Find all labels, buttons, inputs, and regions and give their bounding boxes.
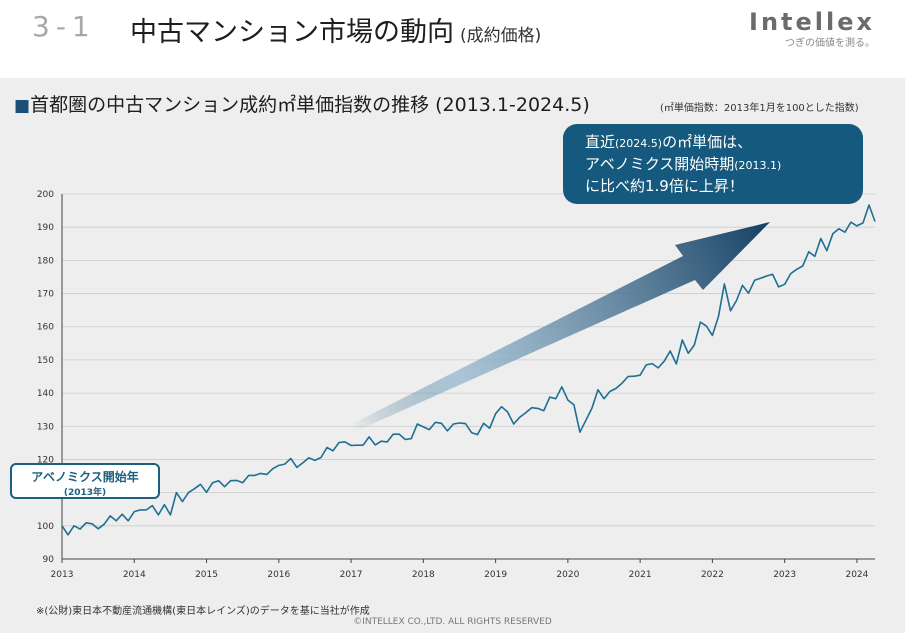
y-tick-label: 100 — [37, 522, 54, 532]
trend-arrow — [350, 222, 770, 432]
y-tick-label: 200 — [37, 190, 54, 200]
y-tick-label: 90 — [43, 555, 55, 565]
series-line-0 — [61, 204, 876, 536]
section-number: 3-1 — [32, 10, 96, 43]
callout-line1-text: 直近 — [585, 133, 616, 151]
y-tick-label: 170 — [37, 290, 54, 300]
x-tick-label: 2017 — [340, 570, 363, 580]
y-tick-label: 190 — [37, 223, 54, 233]
section-title: 中古マンション市場の動向 (成約価格) — [130, 10, 541, 49]
x-tick-label: 2018 — [412, 570, 435, 580]
x-tick-label: 2022 — [701, 570, 724, 580]
copyright: ©INTELLEX CO.,LTD. ALL RIGHTS RESERVED — [353, 617, 552, 627]
y-tick-label: 140 — [37, 389, 54, 399]
x-tick-label: 2021 — [629, 570, 652, 580]
chart-title-text: 首都圏の中古マンション成約㎡単価指数の推移 (2013.1-2024.5) — [30, 94, 590, 116]
x-tick-label: 2023 — [773, 570, 796, 580]
callout-line-1: 直近(2024.5)の㎡単価は、 — [585, 132, 863, 154]
x-tick-label: 2013 — [51, 570, 74, 580]
x-tick-label: 2024 — [845, 570, 868, 580]
callout-line-2: アベノミクス開始時期(2013.1) — [585, 154, 863, 176]
abenomics-label: アベノミクス開始年 — [31, 470, 139, 484]
y-tick-label: 160 — [37, 323, 54, 333]
abenomics-sublabel: (2013年) — [63, 488, 107, 498]
callout-line1-rest: の㎡単価は、 — [662, 133, 753, 151]
y-tick-label: 130 — [37, 422, 54, 432]
x-tick-label: 2014 — [123, 570, 146, 580]
y-tick-label: 180 — [37, 256, 54, 266]
callout-line-3: に比べ約1.9倍に上昇！ — [585, 177, 744, 195]
callout-line2-small: (2013.1) — [734, 159, 782, 172]
abenomics-label-box: アベノミクス開始年 (2013年) — [10, 463, 160, 499]
x-tick-label: 2016 — [267, 570, 290, 580]
chart-note: (㎡単価指数：2013年1月を100とした指数) — [660, 103, 859, 114]
title-square-icon: ■ — [14, 96, 31, 116]
x-tick-label: 2015 — [195, 570, 218, 580]
x-tick-label: 2020 — [556, 570, 579, 580]
logo-text: Intellex — [749, 8, 875, 36]
series-line-group — [61, 204, 876, 536]
section-subtitle: (成約価格) — [460, 26, 542, 46]
logo-tagline: つぎの価値を測る。 — [785, 38, 875, 49]
callout-line1-small: (2024.5) — [615, 137, 663, 150]
section-title-text: 中古マンション市場の動向 — [130, 17, 454, 48]
callout-box: 直近(2024.5)の㎡単価は、 アベノミクス開始時期(2013.1) に比べ約… — [563, 124, 863, 204]
y-tick-label: 120 — [37, 455, 54, 465]
callout-line2-text: アベノミクス開始時期 — [585, 155, 735, 173]
footnote: ※(公財)東日本不動産流通機構(東日本レインズ)のデータを基に当社が作成 — [36, 606, 370, 617]
x-tick-label: 2019 — [484, 570, 507, 580]
header: 3-1 中古マンション市場の動向 (成約価格) Intellex つぎの価値を測る… — [0, 0, 905, 76]
chart-title: ■首都圏の中古マンション成約㎡単価指数の推移 (2013.1-2024.5) — [14, 90, 590, 117]
company-logo: Intellex つぎの価値を測る。 — [749, 8, 875, 49]
y-tick-label: 150 — [37, 356, 54, 366]
